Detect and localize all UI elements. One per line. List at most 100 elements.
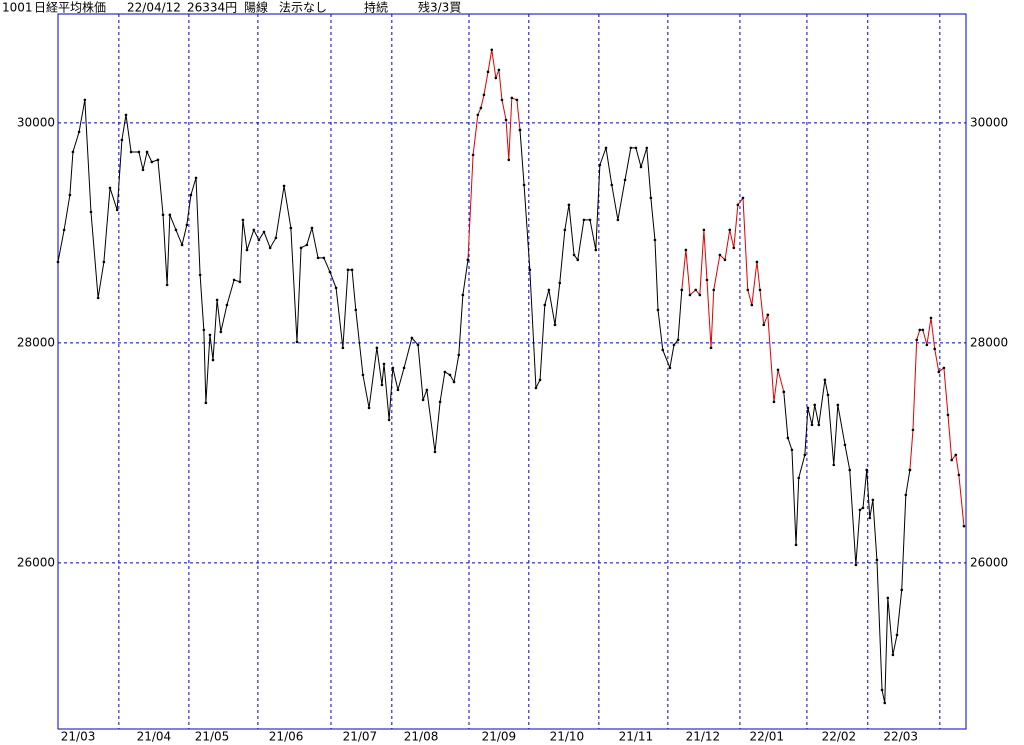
price-point (448, 373, 452, 377)
price-line (467, 49, 521, 260)
price-point (572, 253, 576, 257)
price-point (387, 418, 391, 422)
price-point (482, 93, 486, 97)
price-point (616, 218, 620, 222)
price-point (709, 346, 713, 350)
price-point (115, 208, 119, 212)
price-line (681, 196, 785, 402)
price-point (189, 193, 193, 197)
price-point (208, 333, 212, 337)
price-point (723, 258, 727, 262)
y-tick-label-right: 30000 (970, 115, 1008, 129)
x-tick-label: 22/01 (749, 730, 784, 744)
price-point (680, 288, 684, 292)
price-point (257, 238, 261, 242)
price-point (832, 463, 836, 467)
price-point (528, 268, 532, 272)
price-point (854, 563, 858, 567)
price-point (921, 328, 925, 332)
x-tick-label: 21/06 (269, 730, 304, 744)
price-point (836, 403, 840, 407)
price-point (96, 296, 100, 300)
header-price: 26334円 (187, 1, 237, 15)
header-signal: 法示なし (279, 1, 327, 15)
price-line (519, 129, 683, 390)
price-point (758, 288, 762, 292)
price-point (782, 390, 786, 394)
price-point (494, 76, 498, 80)
price-point (232, 278, 236, 282)
price-point (954, 453, 958, 457)
price-point (165, 283, 169, 287)
price-point (750, 303, 754, 307)
price-point (375, 346, 379, 350)
price-point (346, 268, 350, 272)
y-tick-label-right: 26000 (970, 555, 1008, 569)
price-point (904, 493, 908, 497)
price-point (452, 380, 456, 384)
x-tick-label: 21/09 (482, 730, 517, 744)
price-point (410, 336, 414, 340)
price-point (772, 400, 776, 404)
price-point (510, 96, 514, 100)
price-point (929, 316, 933, 320)
y-tick-label: 28000 (17, 335, 55, 349)
price-point (797, 476, 801, 480)
price-point (490, 48, 494, 52)
price-point (77, 130, 81, 134)
price-point (875, 558, 879, 562)
price-point (522, 183, 526, 187)
price-point (62, 228, 66, 232)
price-point (741, 196, 745, 200)
price-point (89, 210, 93, 214)
header-candle: 陽線 (244, 0, 268, 15)
price-point (848, 468, 852, 472)
price-point (736, 203, 740, 207)
price-point (766, 313, 770, 317)
price-point (289, 226, 293, 230)
price-point (858, 508, 862, 512)
price-point (594, 248, 598, 252)
price-point (900, 588, 904, 592)
price-point (500, 98, 504, 102)
price-point (56, 260, 60, 264)
price-point (129, 150, 133, 154)
price-point (282, 184, 286, 188)
price-point (694, 288, 698, 292)
x-tick-label: 21/03 (61, 730, 96, 744)
price-point (354, 308, 358, 312)
price-point (776, 368, 780, 372)
price-point (684, 248, 688, 252)
price-point (211, 358, 215, 362)
header-code: 1001 (2, 1, 33, 15)
price-point (553, 323, 557, 327)
price-point (238, 280, 242, 284)
price-point (421, 398, 425, 402)
price-point (204, 401, 208, 405)
price-point (639, 165, 643, 169)
price-point (328, 270, 332, 274)
price-point (790, 448, 794, 452)
price-point (868, 516, 872, 520)
price-point (466, 258, 470, 262)
price-point (168, 213, 172, 217)
header-date: 22/04/12 (127, 1, 181, 15)
price-point (645, 146, 649, 150)
price-point (497, 68, 501, 72)
x-tick-label: 22/02 (822, 730, 857, 744)
price-point (946, 413, 950, 417)
price-point (908, 468, 912, 472)
price-point (712, 288, 716, 292)
price-point (479, 106, 483, 110)
price-point (150, 160, 154, 164)
price-line (783, 379, 911, 704)
price-point (563, 228, 567, 232)
x-tick-label: 21/04 (137, 730, 172, 744)
price-point (156, 158, 160, 162)
price-line (909, 317, 965, 527)
price-point (880, 688, 884, 692)
price-point (629, 146, 633, 150)
price-point (588, 218, 592, 222)
price-point (755, 260, 759, 264)
price-point (145, 150, 149, 154)
